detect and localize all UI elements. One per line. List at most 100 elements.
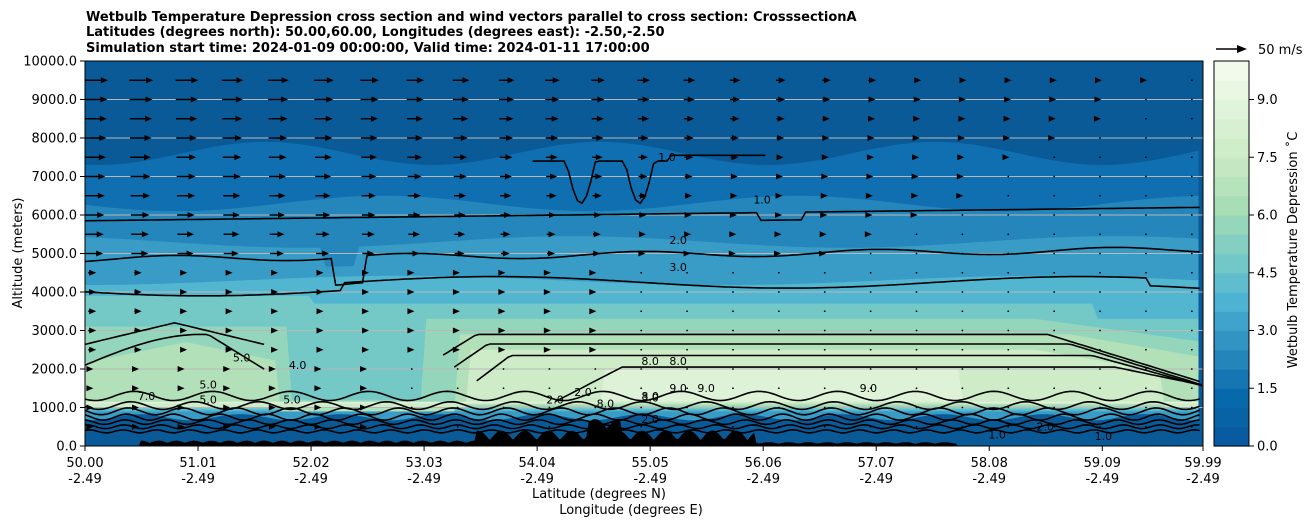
field-band-9 [85, 369, 1199, 404]
x-tick-latitude: 55.05 [632, 456, 669, 471]
wind-vector [1145, 233, 1147, 236]
wind-vector [1190, 310, 1193, 313]
colorbar-level [1214, 61, 1249, 81]
wind-vector-head [407, 327, 415, 334]
wind-vector [131, 385, 139, 392]
wind-vector [86, 366, 94, 372]
wind-vector [1145, 348, 1147, 351]
wind-vector [594, 425, 597, 428]
wind-vector-head [142, 192, 150, 199]
wind-vector [591, 96, 605, 103]
y-axis: 0.0 1000.0 2000.0 3000.0 4000.0 5000.0 6000.0 7… [23, 55, 85, 455]
wind-vector-head [911, 173, 919, 180]
wind-vector-head [730, 192, 738, 199]
x-tick-longitude: -2.49 [1085, 472, 1119, 487]
wind-vector [956, 173, 964, 180]
wind-vector-head [868, 96, 876, 103]
x-tick-latitude: 50.00 [66, 456, 103, 471]
wind-vector [175, 96, 198, 103]
wind-vector [180, 308, 188, 315]
wind-vector-head [225, 327, 233, 334]
wind-vector [638, 212, 647, 218]
wind-vector [453, 154, 468, 161]
wind-vector [1145, 156, 1147, 159]
wind-vector-head [145, 115, 153, 122]
wind-vector-head [959, 77, 967, 84]
wind-vector-head [278, 192, 286, 199]
wind-vector [913, 115, 921, 122]
wind-vector-head [503, 212, 511, 218]
wind-vector-head [271, 289, 279, 295]
wind-vector-head [360, 423, 368, 430]
wind-vector-head [1048, 135, 1056, 141]
contour-label: 8.0 [641, 355, 659, 368]
wind-vector [221, 96, 243, 103]
wind-vector-head [865, 212, 873, 218]
wind-vector-head [641, 135, 649, 141]
wind-vector [130, 192, 150, 199]
contour-11 [85, 400, 1200, 411]
wind-vector [456, 406, 459, 409]
wind-vector [732, 310, 734, 313]
wind-vector [867, 135, 875, 141]
wind-vector [456, 368, 459, 370]
wind-vector [225, 269, 233, 276]
x-axis: 50.00-2.4951.01-2.4952.02-2.4953.03-2.49… [66, 446, 1222, 487]
wind-vector [1190, 156, 1193, 159]
wind-vector [640, 348, 643, 351]
wind-vector-head [638, 250, 646, 257]
wind-vector [180, 327, 188, 334]
wind-vector-head [180, 269, 188, 276]
wind-vector [865, 212, 873, 218]
wind-vector [821, 154, 829, 161]
wind-vector-head [370, 115, 378, 122]
x-tick-latitude: 57.07 [858, 456, 895, 471]
y-tick-label: 8000.0 [32, 132, 78, 147]
wind-vector [776, 135, 785, 141]
wind-vector [911, 173, 919, 180]
wind-vector-head [597, 96, 605, 103]
wind-vector-head [372, 77, 380, 84]
colorbar-level [1214, 157, 1249, 178]
wind-vector-head [324, 173, 332, 180]
wind-vector-head [685, 173, 693, 180]
wind-vector-head [773, 250, 781, 257]
wind-vector [869, 291, 872, 293]
wind-vector [823, 271, 826, 274]
x-tick-latitude: 52.02 [292, 456, 329, 471]
wind-vector [637, 96, 650, 103]
wind-vector [777, 329, 780, 332]
wind-vector-head [223, 366, 231, 372]
x-tick-longitude: -2.49 [746, 472, 780, 487]
wind-vector-head [507, 77, 515, 84]
chart-title: Wetbulb Temperature Depression cross sec… [86, 10, 857, 56]
wind-vector-head [314, 404, 322, 411]
wind-vector [869, 387, 872, 390]
contour-7 [453, 343, 1203, 386]
wind-vector [271, 289, 279, 295]
wind-vector [407, 135, 423, 141]
wind-vector [1094, 96, 1102, 103]
colorbar-level [1214, 272, 1249, 293]
wind-vector-head [1004, 77, 1012, 84]
wind-vector-head [912, 154, 920, 161]
wind-vector [1053, 425, 1056, 428]
wind-vector [915, 252, 918, 255]
wind-vector-head [407, 346, 415, 353]
wind-vector [361, 173, 377, 180]
wind-key-label: 50 m/s [1258, 43, 1303, 58]
wind-vector [776, 154, 784, 161]
wind-vector [130, 173, 151, 180]
wind-vector-head [498, 346, 506, 353]
wind-vector [640, 425, 643, 428]
wind-vector [269, 212, 285, 218]
wind-vector [684, 231, 692, 238]
colorbar-level [1214, 330, 1249, 351]
wind-vector [1053, 194, 1056, 197]
wind-vector [1053, 387, 1056, 390]
wind-vector-head [589, 308, 597, 315]
wind-vector-head [187, 231, 195, 238]
wind-vector [823, 425, 826, 428]
wind-vector-head [775, 192, 783, 199]
wind-vector [177, 385, 185, 392]
